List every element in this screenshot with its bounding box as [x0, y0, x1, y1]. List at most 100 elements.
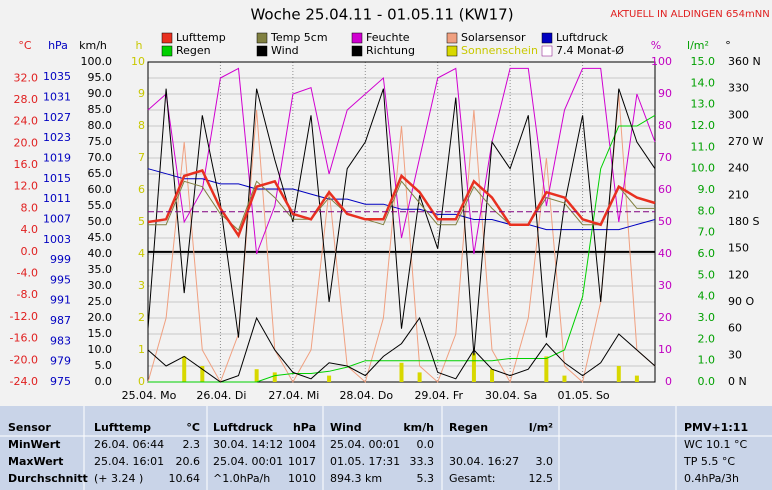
- x-tick-label: 29.04. Fr: [414, 389, 463, 402]
- y-tick-label: 10: [131, 55, 145, 68]
- table-cell: 10.64: [169, 472, 201, 485]
- y-tick-label: 6: [138, 183, 145, 196]
- table-header: PMV+1:11: [684, 421, 748, 434]
- y-tick-label: 30: [728, 348, 742, 361]
- legend-swatch: [256, 32, 268, 44]
- table-cell: 30.04. 14:12: [213, 438, 283, 451]
- y-tick-label: 300: [728, 108, 749, 121]
- y-tick-label: 50.0: [88, 215, 113, 228]
- y-tick-label: 24.0: [14, 115, 39, 128]
- y-tick-label: 120: [728, 268, 749, 281]
- sunshine-bar: [490, 369, 495, 382]
- legend-swatch: [541, 32, 553, 44]
- y-tick-label: 20.0: [14, 136, 39, 149]
- y-tick-label: 14.0: [691, 76, 716, 89]
- y-tick-label: 65.0: [88, 167, 113, 180]
- y-tick-label: 80.0: [88, 119, 113, 132]
- y-tick-label: 8: [138, 119, 145, 132]
- y-tick-label: 0.0: [21, 245, 39, 258]
- y-tick-label: 13.0: [691, 98, 716, 111]
- y-tick-label: 70: [658, 151, 672, 164]
- y-tick-label: 4: [138, 247, 145, 260]
- y-tick-label: 40.0: [88, 247, 113, 260]
- y-tick-label: 20.0: [88, 311, 113, 324]
- y-tick-label: 1027: [43, 111, 71, 124]
- row-label: MaxWert: [8, 455, 63, 468]
- y-tick-label: 2: [138, 311, 145, 324]
- table-header: hPa: [293, 421, 316, 434]
- axis-unit: °C: [18, 39, 32, 52]
- y-tick-label: 4.0: [698, 290, 716, 303]
- x-tick-label: 26.04. Di: [196, 389, 246, 402]
- table-cell: 1004: [288, 438, 316, 451]
- y-tick-label: 1015: [43, 172, 71, 185]
- y-tick-label: 30.0: [88, 279, 113, 292]
- y-tick-label: 1019: [43, 152, 71, 165]
- y-tick-label: 35.0: [88, 263, 113, 276]
- series-line: [148, 114, 656, 383]
- y-tick-label: 991: [50, 294, 71, 307]
- sunshine-bar: [634, 375, 639, 382]
- sunshine-bar: [182, 356, 187, 382]
- series-line: [147, 93, 656, 384]
- y-tick-label: 987: [50, 314, 71, 327]
- legend-label: Sonnenschein: [461, 44, 538, 57]
- table-cell: 25.04. 00:01: [213, 455, 283, 468]
- table-header: Luftdruck: [213, 421, 274, 434]
- y-tick-label: 1003: [43, 233, 71, 246]
- y-tick-label: 0: [665, 375, 672, 388]
- y-tick-label: -24.0: [10, 375, 38, 388]
- y-tick-label: 150: [728, 242, 749, 255]
- y-tick-label: 1035: [43, 70, 71, 83]
- y-tick-label: 12.0: [14, 180, 39, 193]
- y-tick-label: 7: [138, 151, 145, 164]
- y-tick-label: 330: [728, 82, 749, 95]
- y-tick-label: 240: [728, 162, 749, 175]
- table-cell: 3.0: [536, 455, 554, 468]
- table-cell: 0.0: [417, 438, 435, 451]
- table-cell: (+ 3.24 ): [94, 472, 143, 485]
- y-tick-label: 1007: [43, 212, 71, 225]
- legend-label: Wind: [271, 44, 299, 57]
- series-line: [147, 168, 656, 239]
- table-cell: 26.04. 06:44: [94, 438, 164, 451]
- y-tick-label: 1.0: [698, 354, 716, 367]
- legend-label: Lufttemp: [176, 31, 226, 44]
- y-tick-label: 0: [138, 375, 145, 388]
- y-tick-label: 100: [651, 55, 672, 68]
- y-tick-label: 85.0: [88, 103, 113, 116]
- table-cell: 894.3 km: [330, 472, 382, 485]
- y-tick-label: 995: [50, 273, 71, 286]
- sunshine-bar: [399, 362, 404, 382]
- legend-label: Richtung: [366, 44, 415, 57]
- y-tick-label: 9: [138, 87, 145, 100]
- y-tick-label: 1023: [43, 131, 71, 144]
- legend-swatch: [256, 45, 268, 57]
- y-tick-label: 4.0: [21, 223, 39, 236]
- axis-unit: °: [725, 39, 731, 52]
- sunshine-bar: [417, 372, 422, 382]
- y-tick-label: 15.0: [691, 55, 716, 68]
- y-tick-label: 8.0: [698, 204, 716, 217]
- legend-label: Temp 5cm: [270, 31, 328, 44]
- table-cell: 33.3: [410, 455, 435, 468]
- y-tick-label: 7.0: [698, 226, 716, 239]
- y-tick-label: 0.0: [698, 375, 716, 388]
- chart-title: Woche 25.04.11 - 01.05.11 (KW17): [250, 6, 513, 24]
- legend-swatch: [161, 32, 173, 44]
- y-tick-label: 975: [50, 375, 71, 388]
- series-line: [147, 88, 656, 356]
- sunshine-bar: [616, 366, 621, 382]
- y-tick-label: 5.0: [698, 268, 716, 281]
- table-header: Lufttemp: [94, 421, 151, 434]
- y-tick-label: 80: [658, 119, 672, 132]
- legend-swatch: [351, 45, 363, 57]
- row-label: MinWert: [8, 438, 60, 451]
- y-tick-label: 75.0: [88, 135, 113, 148]
- x-tick-label: 28.04. Do: [339, 389, 393, 402]
- table-cell: 0.4hPa/3h: [684, 472, 739, 485]
- y-tick-label: 16.0: [14, 158, 39, 171]
- y-tick-label: 60: [728, 322, 742, 335]
- y-tick-label: 10.0: [88, 343, 113, 356]
